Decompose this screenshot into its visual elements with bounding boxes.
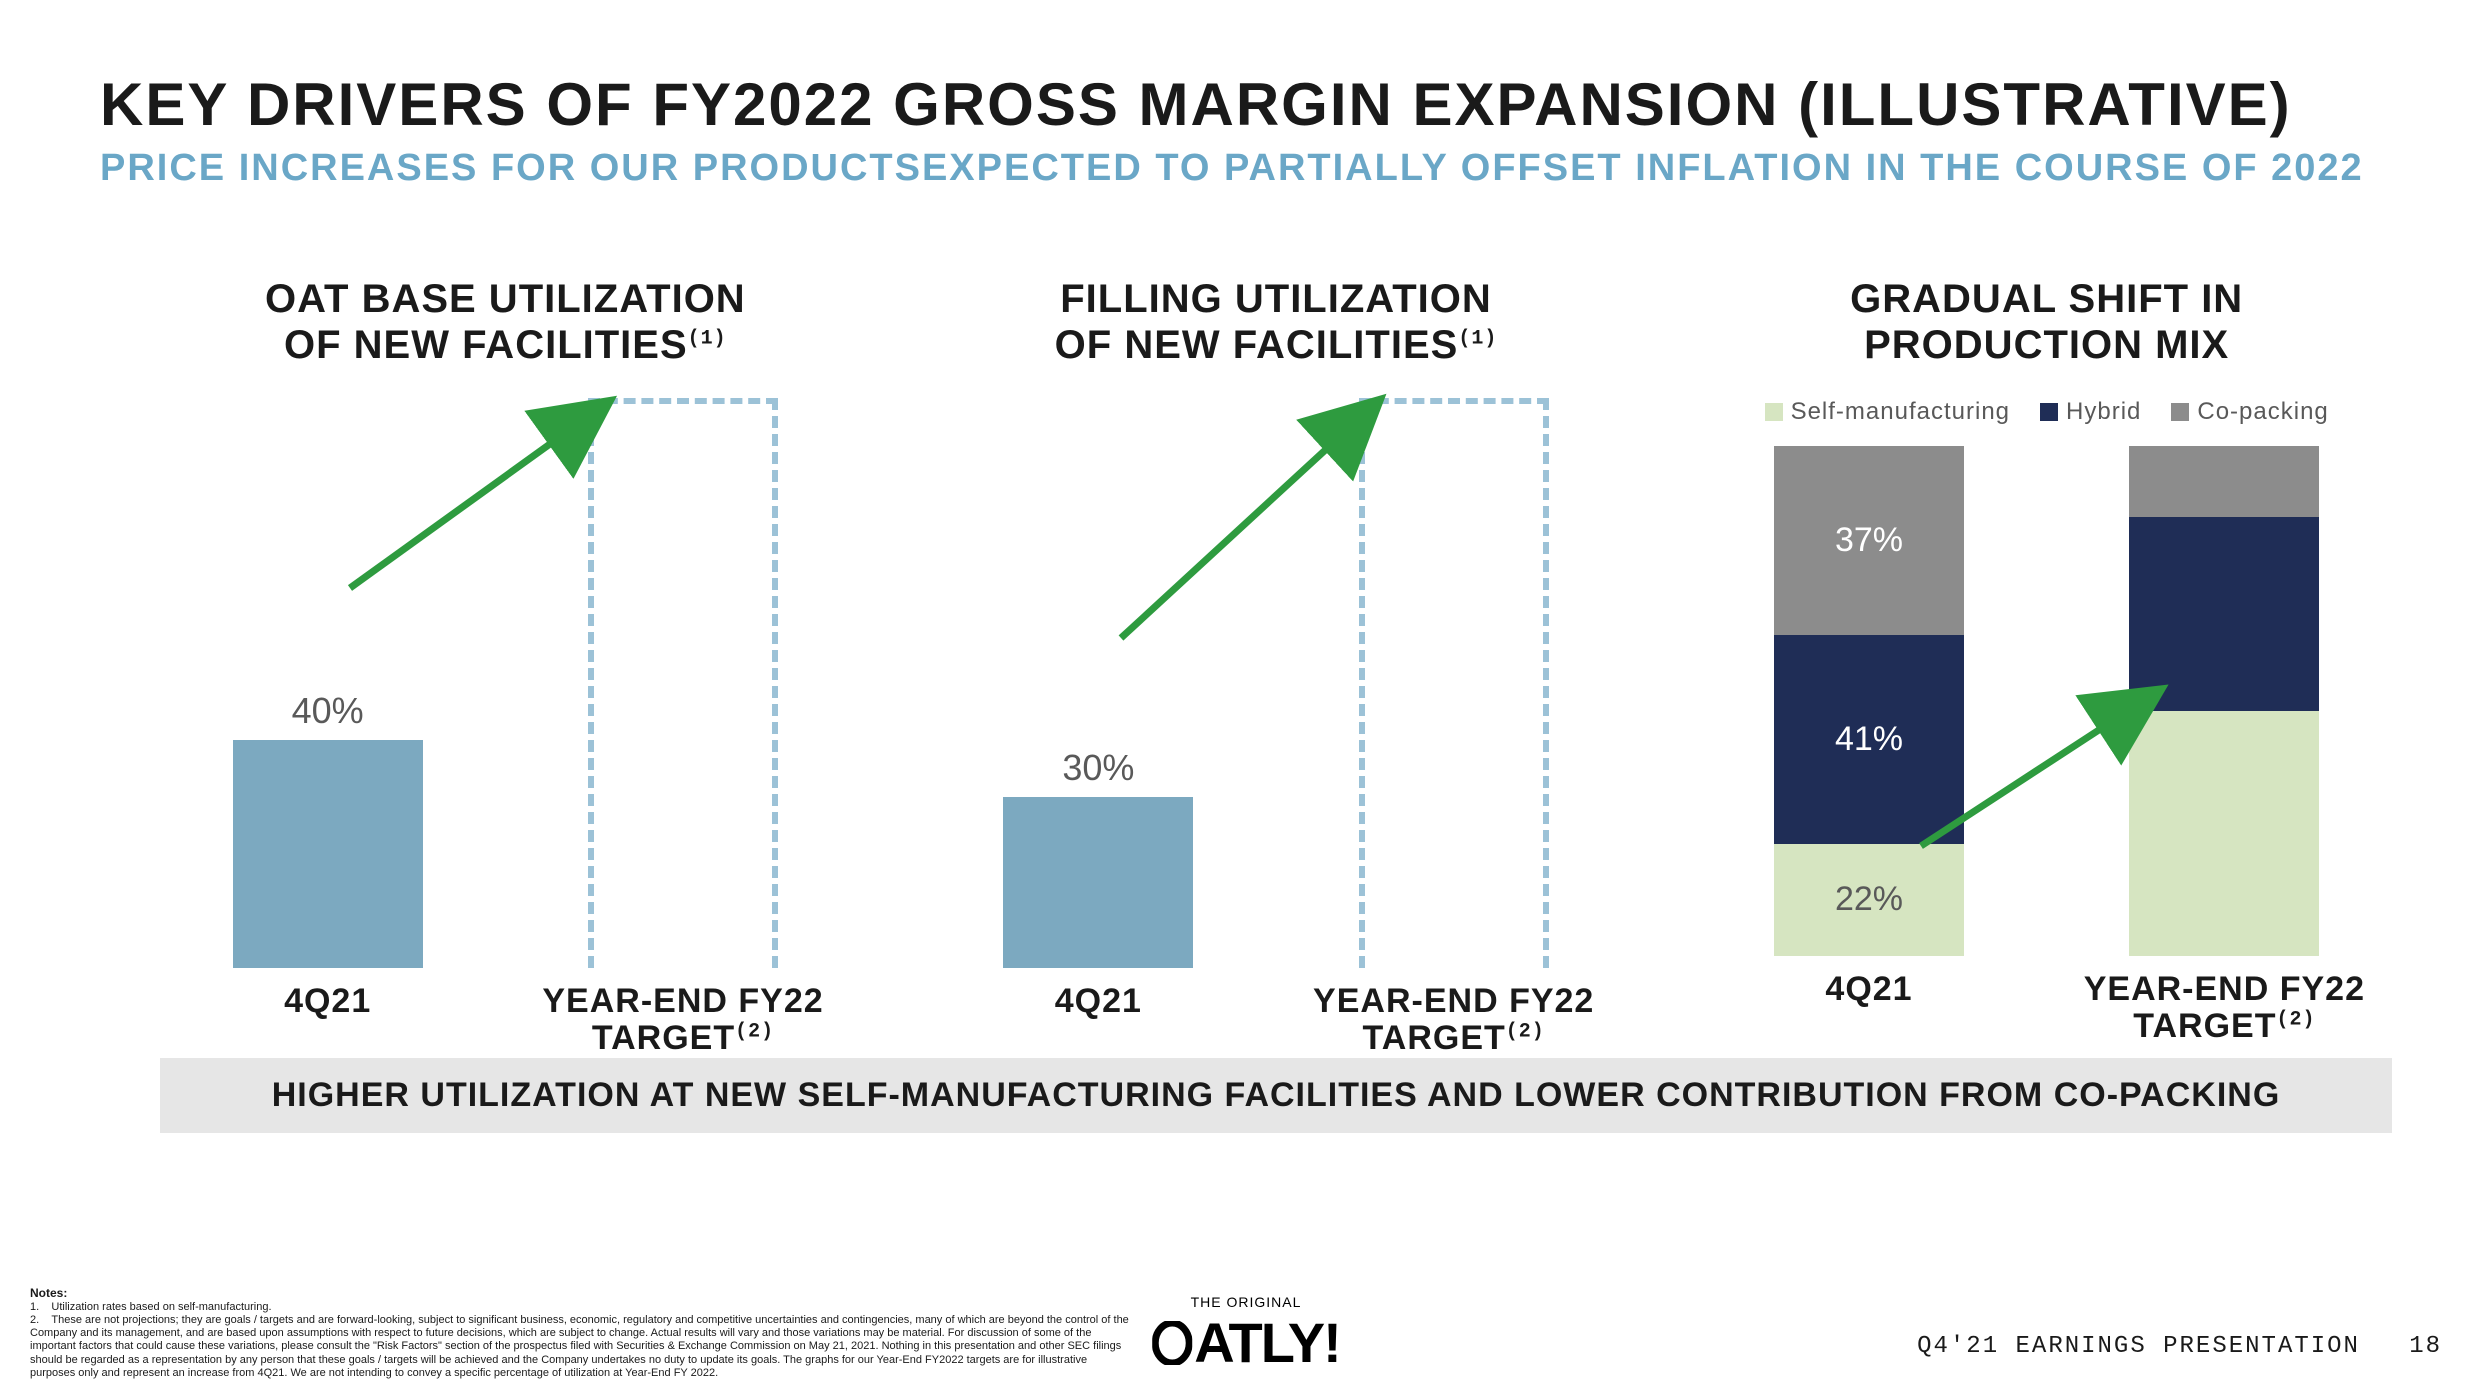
- x-label: YEAR-END FY22 TARGET(2): [535, 983, 830, 1058]
- segment-self: 22%: [1774, 844, 1964, 956]
- page-title: KEY DRIVERS OF FY2022 GROSS MARGIN EXPAN…: [100, 70, 2392, 139]
- footer-pager: Q4'21 EARNINGS PRESENTATION 18: [1917, 1333, 2442, 1360]
- stacked-group: 37% 41% 22%: [1701, 446, 2392, 956]
- note-num: 1.: [30, 1301, 39, 1313]
- chart-title-text: OAT BASE UTILIZATION OF NEW FACILITIES: [265, 277, 746, 367]
- logo-pretext: THE ORIGINAL: [1152, 1294, 1340, 1310]
- x-label: YEAR-END FY22 TARGET(2): [2077, 971, 2372, 1046]
- segment-self: [2129, 711, 2319, 956]
- chart-title-sup: (1): [688, 328, 727, 351]
- notes-heading: Notes:: [30, 1286, 67, 1300]
- note-num: 2.: [30, 1314, 39, 1326]
- bar-rect-dashed: [588, 398, 778, 968]
- x-axis-labels: 4Q21 YEAR-END FY22 TARGET(2): [1701, 956, 2392, 1046]
- chart-area: 40% 4Q21 YEAR-END FY22 TARGET(2): [160, 398, 851, 1018]
- legend-label: Co-packing: [2197, 398, 2328, 426]
- chart-title: OAT BASE UTILIZATION OF NEW FACILITIES(1…: [265, 230, 746, 368]
- footnotes: Notes: 1. Utilization rates based on sel…: [30, 1286, 1130, 1380]
- legend: Self-manufacturing Hybrid Co-packing: [1765, 398, 2329, 426]
- chart-oat-base: OAT BASE UTILIZATION OF NEW FACILITIES(1…: [160, 230, 851, 1018]
- chart-title: FILLING UTILIZATION OF NEW FACILITIES(1): [1055, 230, 1498, 368]
- segment-hybrid: [2129, 517, 2319, 711]
- brand-logo: THE ORIGINAL ATLY!: [1152, 1294, 1340, 1375]
- note-text: Utilization rates based on self-manufact…: [51, 1301, 271, 1313]
- page-subtitle: PRICE INCREASES FOR OUR PRODUCTSEXPECTED…: [100, 147, 2392, 190]
- bar-rect: [233, 740, 423, 968]
- x-label: 4Q21: [180, 983, 475, 1058]
- legend-item-self: Self-manufacturing: [1765, 398, 2010, 426]
- x-label: YEAR-END FY22 TARGET(2): [1306, 983, 1601, 1058]
- legend-swatch-icon: [2171, 403, 2189, 421]
- bar-4q21: 40%: [180, 398, 475, 968]
- oat-icon: [1152, 1321, 1192, 1365]
- x-axis-labels: 4Q21 YEAR-END FY22 TARGET(2): [160, 968, 851, 1058]
- segment-copack: [2129, 446, 2319, 517]
- logo-text: ATLY!: [1152, 1310, 1340, 1375]
- summary-banner: HIGHER UTILIZATION AT NEW SELF-MANUFACTU…: [160, 1058, 2392, 1133]
- legend-swatch-icon: [2040, 403, 2058, 421]
- charts-row: OAT BASE UTILIZATION OF NEW FACILITIES(1…: [0, 190, 2492, 1018]
- legend-label: Hybrid: [2066, 398, 2141, 426]
- stacked-bar-4q21: 37% 41% 22%: [1774, 446, 1964, 956]
- legend-swatch-icon: [1765, 403, 1783, 421]
- chart-title-sup: (1): [1458, 328, 1497, 351]
- note-text: These are not projections; they are goal…: [30, 1314, 1129, 1379]
- bar-value-label: 40%: [292, 690, 364, 732]
- x-axis-labels: 4Q21 YEAR-END FY22 TARGET(2): [931, 968, 1622, 1058]
- bar-target: [535, 398, 830, 968]
- bar-rect: [1003, 797, 1193, 968]
- chart-title-text: FILLING UTILIZATION OF NEW FACILITIES: [1055, 277, 1492, 367]
- bar-rect-dashed: [1359, 398, 1549, 968]
- stacked-bar-target: [2129, 446, 2319, 956]
- segment-hybrid: 41%: [1774, 635, 1964, 844]
- chart-production-mix: GRADUAL SHIFT IN PRODUCTION MIX Self-man…: [1701, 230, 2392, 1018]
- bar-target: [1306, 398, 1601, 968]
- bar-group: 40%: [160, 398, 851, 968]
- chart-area: 30% 4Q21 YEAR-END FY22 TARGET(2): [931, 398, 1622, 1018]
- x-label: 4Q21: [951, 983, 1246, 1058]
- segment-copack: 37%: [1774, 446, 1964, 635]
- bar-4q21: 30%: [951, 398, 1246, 968]
- legend-item-copack: Co-packing: [2171, 398, 2328, 426]
- chart-filling: FILLING UTILIZATION OF NEW FACILITIES(1)…: [931, 230, 1622, 1018]
- bar-group: 30%: [931, 398, 1622, 968]
- legend-label: Self-manufacturing: [1791, 398, 2010, 426]
- chart-title-text: GRADUAL SHIFT IN PRODUCTION MIX: [1850, 277, 2243, 367]
- legend-item-hybrid: Hybrid: [2040, 398, 2141, 426]
- footer-text: Q4'21 EARNINGS PRESENTATION: [1917, 1333, 2360, 1360]
- chart-title: GRADUAL SHIFT IN PRODUCTION MIX: [1850, 230, 2243, 368]
- page-number: 18: [2409, 1333, 2442, 1360]
- bar-value-label: 30%: [1062, 747, 1134, 789]
- x-label: 4Q21: [1721, 971, 2016, 1046]
- chart-area: 37% 41% 22% 4Q21 YEAR-END FY22 TARGET(2): [1701, 446, 2392, 1006]
- header: KEY DRIVERS OF FY2022 GROSS MARGIN EXPAN…: [0, 0, 2492, 190]
